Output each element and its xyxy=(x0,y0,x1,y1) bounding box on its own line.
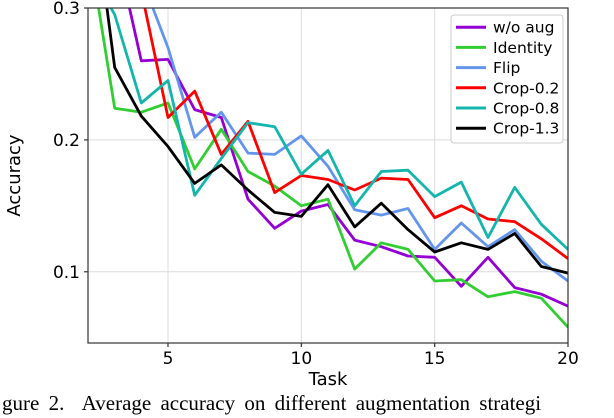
legend-label: Identity xyxy=(493,39,552,57)
series-line-w-o-aug xyxy=(128,8,568,308)
series-line-crop-0-8 xyxy=(109,8,568,251)
x-tick-label: 15 xyxy=(424,349,446,369)
legend-label: Crop-0.2 xyxy=(493,79,559,97)
legend-label: Crop-0.8 xyxy=(493,100,559,118)
series-line-crop-1-3 xyxy=(105,8,568,275)
series-line-flip xyxy=(151,8,568,283)
y-axis-label: Accuracy xyxy=(4,134,25,217)
y-tick-label: 0.3 xyxy=(53,0,80,19)
legend-label: w/o aug xyxy=(493,19,554,37)
x-tick-label: 10 xyxy=(291,349,313,369)
y-tick-label: 0.2 xyxy=(53,131,80,151)
series-group xyxy=(97,8,568,329)
y-tick-label: 0.1 xyxy=(53,263,80,283)
legend-label: Crop-1.3 xyxy=(493,120,559,138)
x-axis-label: Task xyxy=(308,369,348,390)
accuracy-line-chart: 5 10 15 20 0.1 0.2 0.3 Task Accuracy w/o aug Ident… xyxy=(4,0,579,390)
x-tick-label: 5 xyxy=(163,349,174,369)
x-tick-label: 20 xyxy=(557,349,579,369)
series-line-identity xyxy=(97,8,568,329)
legend: w/o aug Identity Flip Crop-0.2 Crop-0.8 Crop-… xyxy=(450,14,564,144)
series-line-crop-0-2 xyxy=(143,8,568,260)
axes-spines xyxy=(87,7,569,344)
legend-label: Flip xyxy=(493,59,520,77)
caption: gure 2. Average accuracy on different au… xyxy=(2,391,542,415)
